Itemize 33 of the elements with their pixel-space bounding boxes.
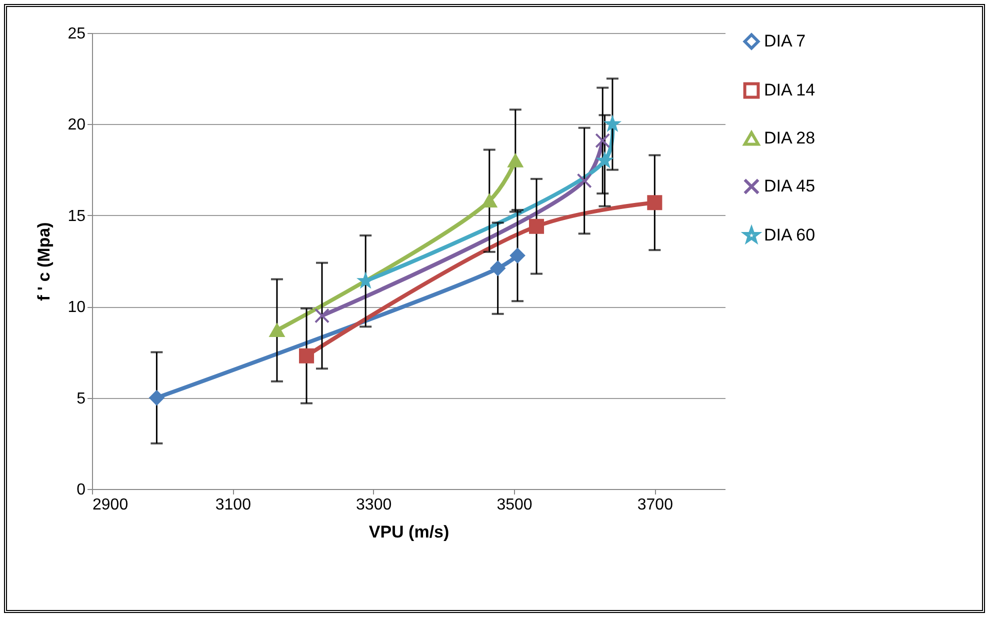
y-tick-label: 20: [68, 116, 86, 134]
y-tick-label: 5: [76, 390, 86, 408]
point: [314, 308, 330, 324]
point: [510, 248, 526, 264]
y-tick-label: 0: [76, 482, 86, 498]
y-tick-label: 10: [68, 299, 86, 316]
point: [149, 390, 164, 406]
x-tick-label: 3300: [356, 496, 392, 514]
point: [269, 324, 284, 337]
x-tick-label: 2900: [92, 496, 128, 514]
x-tick-label: 3500: [496, 496, 532, 514]
point: [605, 116, 620, 130]
y-axis-title: f ' c (Mpa): [34, 222, 54, 301]
x-tick-label: 3100: [215, 496, 252, 514]
y-tick-label: 25: [68, 26, 86, 42]
legend-label: DIA 45: [764, 176, 816, 196]
x-axis-title: VPU (m/s): [368, 522, 450, 542]
point: [598, 153, 612, 167]
x-tick-label: 3700: [637, 496, 674, 514]
legend-label: DIA 60: [764, 226, 816, 244]
point: [490, 260, 506, 276]
point: [647, 195, 662, 210]
point: [595, 133, 610, 148]
y-tick-label: 15: [68, 208, 86, 225]
point: [576, 173, 592, 188]
point: [508, 154, 523, 168]
point: [358, 274, 373, 288]
legend-label: DIA 28: [764, 128, 816, 148]
legend-label: DIA 14: [764, 80, 816, 100]
legend-label: DIA 7: [764, 32, 806, 50]
point: [299, 348, 314, 364]
point: [528, 218, 544, 234]
point: [482, 194, 497, 208]
